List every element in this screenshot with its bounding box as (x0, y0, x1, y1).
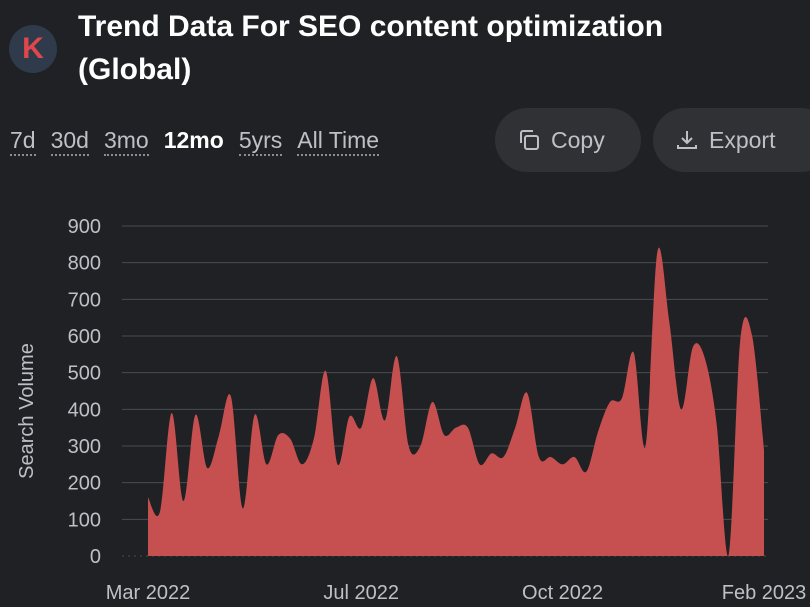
copy-icon (517, 128, 541, 152)
copy-button-label: Copy (551, 126, 605, 153)
y-tick-label: 700 (68, 289, 101, 311)
logo-letter: K (22, 32, 44, 65)
x-tick-label: Oct 2022 (522, 582, 603, 604)
time-range-3mo[interactable]: 3mo (103, 127, 149, 156)
time-range-12mo[interactable]: 12mo (163, 127, 224, 153)
search-volume-chart: 0 100 200 300 400 500 600 700 800 900 Search Volum… (16, 216, 807, 604)
time-range-5yrs[interactable]: 5yrs (238, 127, 283, 156)
x-tick-label: Jul 2022 (323, 582, 399, 604)
export-button[interactable]: Export (653, 108, 810, 172)
page-title: Trend Data For SEO content optimization … (78, 10, 664, 86)
copy-button[interactable]: Copy (495, 108, 641, 172)
y-axis-title: Search Volume (16, 343, 38, 479)
export-button-label: Export (709, 126, 776, 153)
x-tick-label: Mar 2022 (106, 582, 191, 604)
y-tick-label: 500 (68, 363, 101, 385)
time-range-selector: 7d 30d 3mo 12mo 5yrs All Time (10, 127, 380, 156)
y-tick-label: 400 (68, 399, 101, 421)
y-tick-label: 600 (68, 326, 101, 348)
time-range-7d[interactable]: 7d (10, 127, 36, 156)
y-tick-label: 200 (68, 473, 101, 495)
y-tick-label: 900 (68, 216, 101, 238)
y-tick-label: 300 (68, 436, 101, 458)
export-icon (675, 128, 699, 152)
y-tick-label: 800 (68, 253, 101, 275)
search-volume-area (148, 247, 764, 557)
time-range-all-time[interactable]: All Time (297, 127, 380, 156)
logo-avatar: K (9, 25, 57, 73)
time-range-30d[interactable]: 30d (50, 127, 89, 156)
y-tick-label: 0 (90, 546, 101, 568)
x-tick-label: Feb 2023 (722, 582, 807, 604)
y-tick-label: 100 (68, 509, 101, 531)
